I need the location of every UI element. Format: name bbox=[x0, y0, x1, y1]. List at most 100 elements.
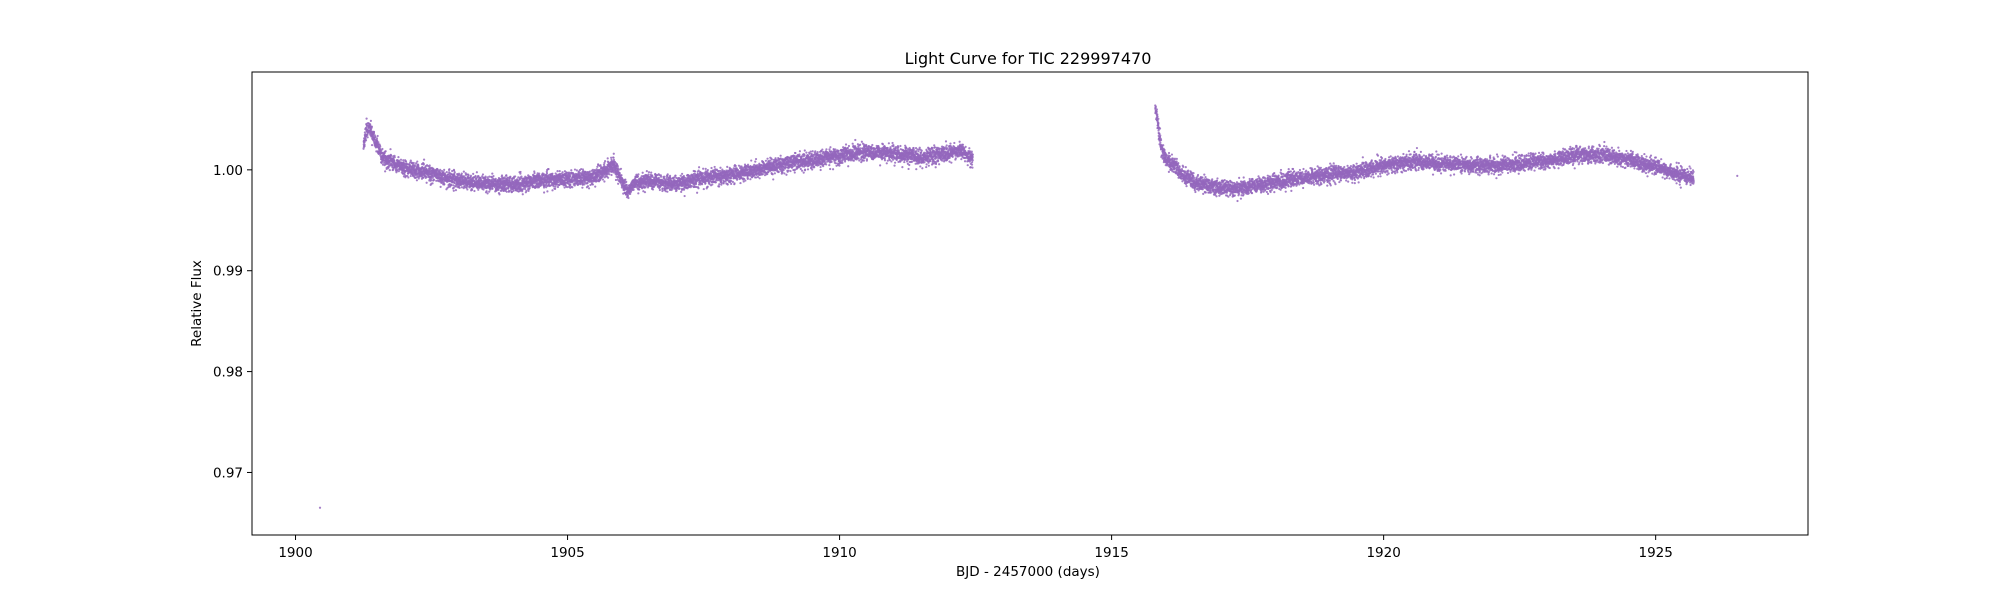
data-point bbox=[714, 181, 717, 184]
data-point bbox=[717, 185, 721, 188]
data-point bbox=[369, 123, 372, 126]
data-point bbox=[793, 171, 796, 174]
data-point bbox=[505, 190, 508, 193]
data-point bbox=[680, 190, 683, 193]
data-point bbox=[543, 191, 546, 194]
data-point bbox=[798, 150, 801, 153]
data-point bbox=[505, 174, 508, 177]
data-point bbox=[772, 178, 775, 181]
data-point bbox=[625, 180, 628, 183]
data-point bbox=[475, 171, 478, 174]
data-point bbox=[637, 173, 640, 176]
data-point bbox=[731, 180, 735, 183]
data-point bbox=[369, 119, 372, 122]
data-point bbox=[556, 185, 560, 189]
data-point bbox=[632, 188, 635, 191]
data-point bbox=[494, 177, 497, 180]
data-point bbox=[443, 168, 446, 172]
x-tick-label: 1915 bbox=[1094, 545, 1128, 561]
data-point bbox=[647, 173, 650, 176]
data-point bbox=[619, 167, 623, 170]
data-point bbox=[404, 174, 407, 178]
data-point bbox=[733, 182, 736, 185]
data-point bbox=[750, 159, 753, 162]
y-axis-ticks: 0.970.980.991.00 bbox=[213, 163, 252, 481]
data-point bbox=[744, 179, 747, 182]
data-point bbox=[415, 162, 418, 165]
data-point bbox=[389, 148, 392, 151]
data-point bbox=[629, 192, 632, 195]
data-point bbox=[570, 169, 573, 172]
x-tick-label: 1910 bbox=[822, 545, 856, 561]
data-point bbox=[473, 189, 476, 193]
data-point bbox=[805, 151, 808, 154]
data-point bbox=[469, 174, 473, 177]
data-point bbox=[719, 169, 722, 173]
data-point bbox=[702, 167, 705, 170]
data-point bbox=[551, 172, 554, 175]
data-point bbox=[486, 192, 489, 195]
x-tick-label: 1905 bbox=[550, 545, 584, 561]
data-point bbox=[764, 159, 768, 162]
data-point bbox=[591, 183, 594, 186]
data-point bbox=[397, 156, 400, 159]
data-point bbox=[428, 164, 431, 167]
data-point bbox=[488, 190, 491, 193]
data-point bbox=[425, 181, 428, 184]
data-point bbox=[768, 159, 772, 162]
data-point bbox=[376, 139, 379, 142]
data-point bbox=[519, 170, 522, 174]
data-point bbox=[587, 187, 591, 190]
data-point bbox=[528, 186, 531, 190]
data-point bbox=[706, 168, 709, 172]
data-point bbox=[679, 174, 682, 177]
data-point bbox=[568, 175, 572, 178]
data-point bbox=[388, 169, 391, 172]
data-point bbox=[416, 160, 419, 163]
data-point bbox=[453, 171, 456, 174]
data-point bbox=[404, 160, 408, 163]
data-point bbox=[583, 183, 586, 186]
data-point bbox=[425, 175, 428, 179]
data-point bbox=[484, 175, 487, 178]
data-point bbox=[377, 141, 380, 144]
data-point bbox=[472, 172, 475, 175]
data-point bbox=[422, 163, 425, 166]
data-point bbox=[661, 189, 664, 193]
data-point bbox=[620, 174, 623, 177]
data-point bbox=[803, 168, 807, 171]
data-point bbox=[647, 171, 651, 174]
data-point bbox=[467, 174, 470, 177]
data-point bbox=[414, 164, 417, 167]
data-point bbox=[704, 167, 707, 170]
data-point bbox=[746, 177, 749, 181]
data-point bbox=[641, 171, 644, 174]
data-point bbox=[363, 141, 366, 144]
data-point bbox=[521, 193, 524, 196]
data-point bbox=[711, 183, 714, 186]
data-point bbox=[682, 188, 686, 191]
data-point bbox=[701, 183, 704, 186]
x-axis-ticks: 1900 1905 1910 1915 1920 1925 bbox=[278, 535, 1673, 561]
y-tick-label: 0.97 bbox=[213, 465, 243, 481]
data-point bbox=[697, 166, 701, 169]
data-point bbox=[813, 166, 816, 169]
y-tick-label: 1.00 bbox=[213, 163, 243, 179]
data-point bbox=[552, 185, 555, 188]
data-point bbox=[636, 175, 639, 178]
data-point bbox=[718, 183, 721, 186]
data-point bbox=[643, 191, 647, 194]
data-point bbox=[666, 173, 669, 176]
data-point bbox=[370, 143, 374, 147]
data-point bbox=[702, 187, 705, 191]
data-point bbox=[474, 174, 477, 178]
data-point bbox=[721, 168, 724, 171]
data-point bbox=[500, 174, 504, 177]
data-point bbox=[693, 170, 697, 173]
data-point bbox=[448, 168, 451, 171]
data-point bbox=[668, 174, 672, 178]
data-point bbox=[766, 172, 769, 176]
data-point bbox=[610, 173, 613, 177]
data-point bbox=[749, 178, 752, 181]
data-point bbox=[477, 188, 480, 191]
